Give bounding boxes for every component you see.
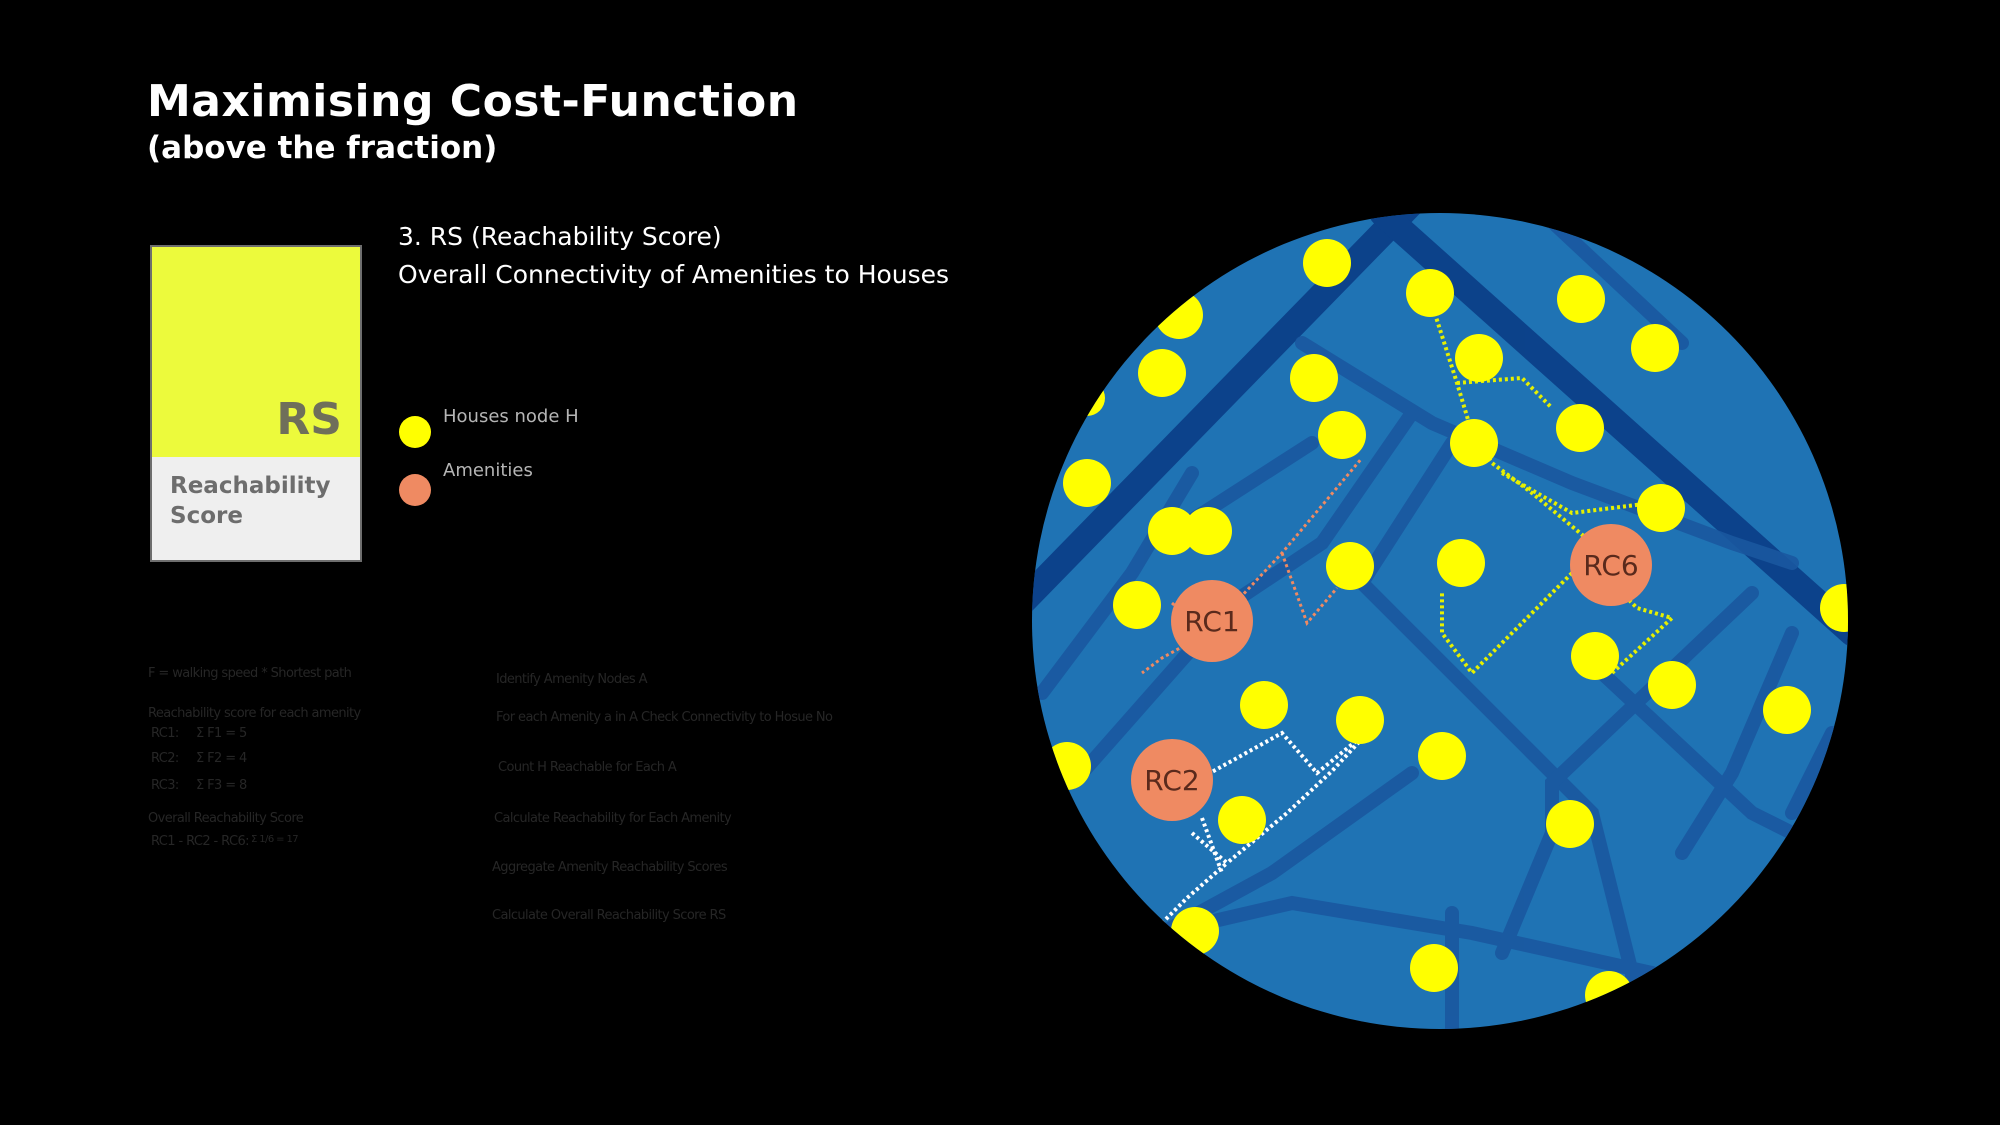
algorithm-step: Identify Amenity Nodes A — [496, 672, 647, 687]
formula-note: RC1 - RC2 - RC6: — [151, 834, 250, 849]
formula-note: Σ F1 = 5 — [196, 726, 247, 741]
map-background — [1032, 213, 1848, 1029]
algorithm-step: Aggregate Amenity Reachability Scores — [492, 860, 728, 875]
network-map: RC1 RC2 RC6 — [1032, 213, 1848, 1029]
svg-text:RC6: RC6 — [1583, 549, 1638, 582]
svg-text:RC2: RC2 — [1144, 764, 1199, 797]
algorithm-step: Count H Reachable for Each A — [498, 760, 677, 775]
house-legend-label: Houses node H — [443, 406, 579, 427]
metric-description: Overall Connectivity of Amenities to Hou… — [398, 260, 950, 289]
algorithm-step: For each Amenity a in A Check Connectivi… — [496, 710, 833, 725]
formula-note: Σ F2 = 4 — [196, 751, 247, 766]
amenity-rc6: RC6 — [1570, 524, 1652, 606]
metric-card-top: RS — [152, 247, 360, 457]
amenity-legend-dot — [399, 474, 431, 506]
path-rc2 — [1155, 726, 1374, 930]
page-subtitle: (above the fraction) — [147, 130, 498, 166]
amenity-legend-label: Amenities — [443, 460, 533, 481]
formula-note: Σ 1/6 = 17 — [251, 834, 299, 845]
metric-card-bottom: Reachability Score — [152, 457, 360, 560]
amenity-rc1: RC1 — [1171, 580, 1253, 662]
formula-note: RC2: — [151, 751, 179, 766]
metric-abbreviation: RS — [276, 394, 342, 445]
formula-note: RC3: — [151, 778, 179, 793]
algorithm-step: Calculate Reachability for Each Amenity — [494, 811, 732, 826]
algorithm-step: Calculate Overall Reachability Score RS — [492, 908, 726, 923]
metric-heading: 3. RS (Reachability Score) — [398, 222, 722, 251]
formula-note: RC1: — [151, 726, 179, 741]
svg-text:RC1: RC1 — [1184, 605, 1239, 638]
amenity-rc2: RC2 — [1131, 739, 1213, 821]
metric-card: RS Reachability Score — [150, 245, 362, 562]
formula-note: Σ F3 = 8 — [196, 778, 247, 793]
house-legend-dot — [399, 416, 431, 448]
formula-note: Reachability score for each amenity — [148, 706, 361, 721]
formula-note: Overall Reachability Score — [148, 811, 304, 826]
page-title: Maximising Cost-Function — [147, 76, 799, 127]
formula-note: F = walking speed * Shortest path — [148, 666, 352, 681]
metric-name: Reachability Score — [170, 473, 331, 529]
